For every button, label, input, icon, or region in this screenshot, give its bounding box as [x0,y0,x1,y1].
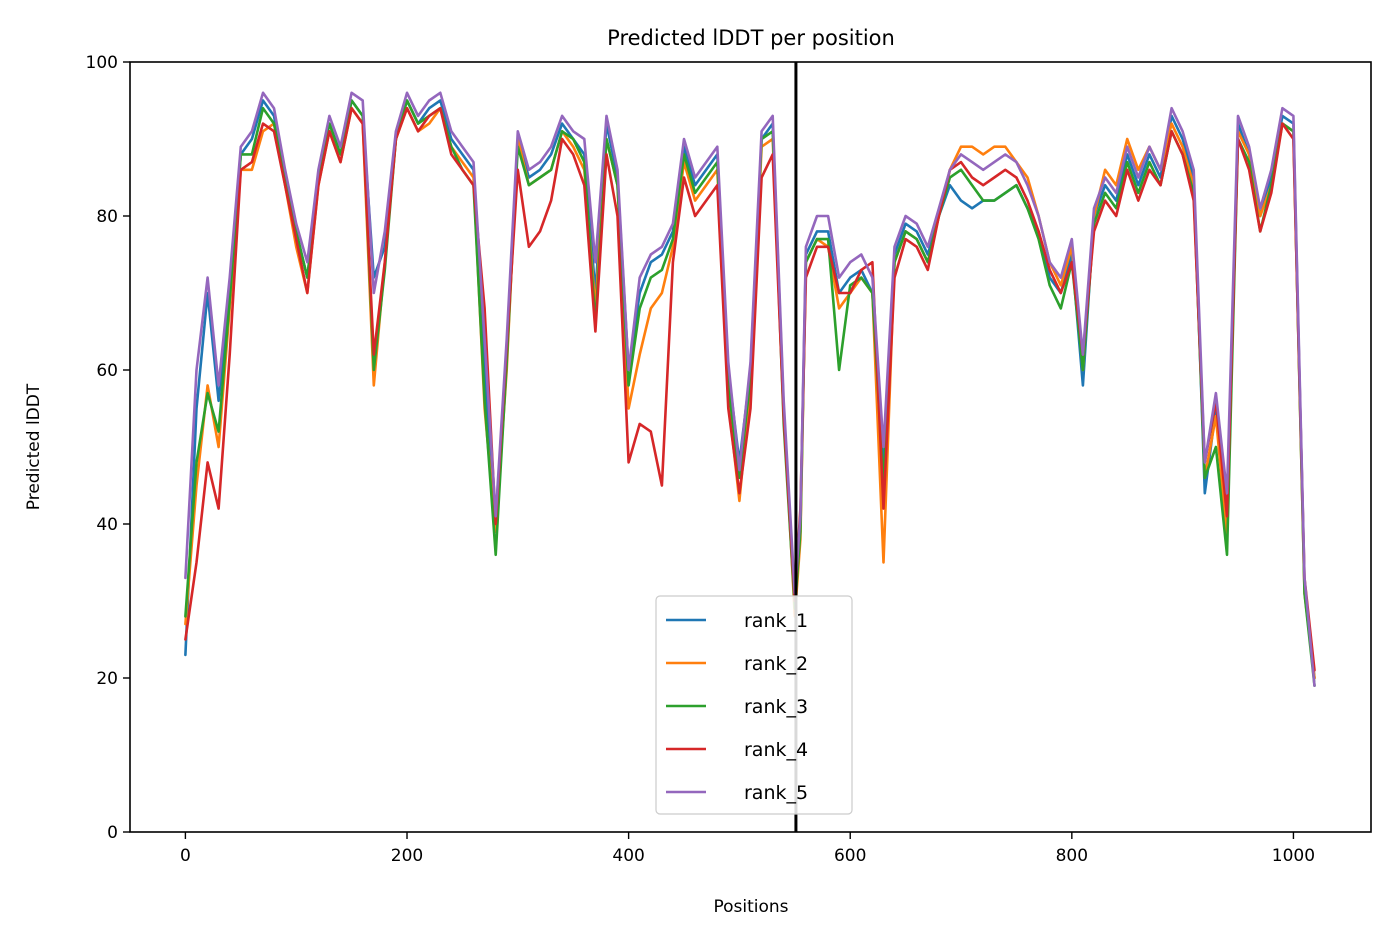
legend-label-rank_1: rank_1 [744,610,808,632]
legend-label-rank_3: rank_3 [744,696,808,718]
x-tick-label: 800 [1056,846,1088,866]
x-tick-label: 400 [612,846,644,866]
chart-title: Predicted lDDT per position [607,26,895,50]
x-axis-label: Positions [713,897,788,917]
y-tick-label: 100 [86,53,118,73]
legend: rank_1 rank_2 rank_3 rank_4 rank_5 [655,595,853,815]
axes: 0 200 400 600 800 1000 0 20 40 60 80 100 [86,53,1372,866]
x-tick-label: 0 [180,846,191,866]
series-line-rank_5 [184,91,1316,688]
y-tick-label: 40 [96,515,118,535]
legend-label-rank_4: rank_4 [744,739,808,761]
y-tick-label: 20 [96,669,118,689]
y-axis-label: Predicted lDDT [24,383,44,510]
x-tick-label: 1000 [1272,846,1315,866]
y-tick-label: 0 [107,823,118,843]
series-lines [184,62,1316,832]
legend-label-rank_5: rank_5 [744,782,808,804]
x-tick-label: 600 [834,846,866,866]
plot-frame [129,61,1372,833]
y-tick-label: 80 [96,207,118,227]
series-line-rank_4 [184,106,1316,672]
legend-box [655,595,853,815]
legend-label-rank_2: rank_2 [744,653,808,675]
x-tick-label: 200 [391,846,423,866]
y-tick-label: 60 [96,361,118,381]
